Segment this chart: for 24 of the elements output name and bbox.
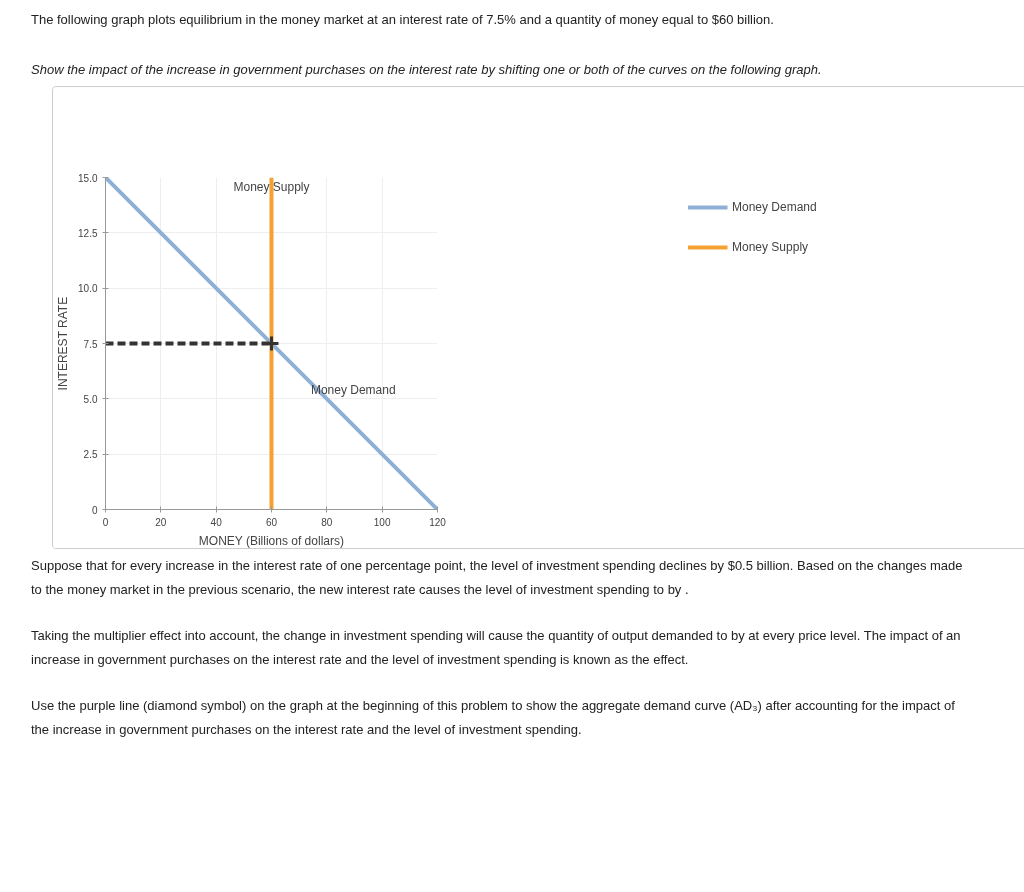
- y-axis-title: INTEREST RATE: [56, 296, 71, 391]
- legend-label: Money Supply: [732, 240, 810, 254]
- x-tick-label: 0: [102, 516, 109, 528]
- x-tick-label: 120: [429, 516, 447, 528]
- chart-subtitle: Show the impact of the increase in government purchases on the interest rate by shifting one or both of the curves on the following graph.: [31, 61, 822, 79]
- y-tick-label: 2.5: [83, 449, 98, 461]
- x-tick-label: 100: [373, 516, 391, 528]
- x-axis-title: MONEY (Billions of dollars): [198, 533, 344, 548]
- chart-title: The following graph plots equilibrium in the money market at an interest rate of 7.5% and a quantity of money equal to $60 billion.: [31, 11, 774, 29]
- legend-label: Money Demand: [732, 200, 818, 214]
- y-tick-label: 15.0: [78, 172, 98, 184]
- x-tick-label: 40: [210, 516, 223, 528]
- text: Use the purple line (diamond symbol) on the graph at the beginning of this problem to show the aggregate demand curve (AD₃) after accounting for the impact of the increase in government purchases on the interest rate and the level of investment spending.: [31, 697, 956, 739]
- y-tick-label: 5.0: [83, 393, 98, 405]
- y-tick-label: 0: [91, 504, 98, 516]
- text: Suppose that for every increase in the interest rate of one percentage point, the level of investment spending declines by $0.5 billion. Based on the changes made to the money market in the previous scenario, the new interest rate causes the level of investment spending to by .: [31, 557, 964, 599]
- y-tick-label: 12.5: [78, 227, 98, 239]
- text: Taking the multiplier effect into account, the change in investment spending will cause the quantity of output demanded to by at every price level. The impact of an increase in government purchases on the interest rate and the level of investment spending is known as the effect.: [31, 627, 962, 669]
- text: Money Supply: [233, 179, 310, 194]
- y-tick-label: 7.5: [83, 338, 98, 350]
- x-tick-label: 20: [155, 516, 167, 528]
- x-tick-label: 80: [321, 516, 333, 528]
- x-tick-label: 60: [265, 516, 278, 528]
- y-tick-label: 10.0: [78, 283, 98, 295]
